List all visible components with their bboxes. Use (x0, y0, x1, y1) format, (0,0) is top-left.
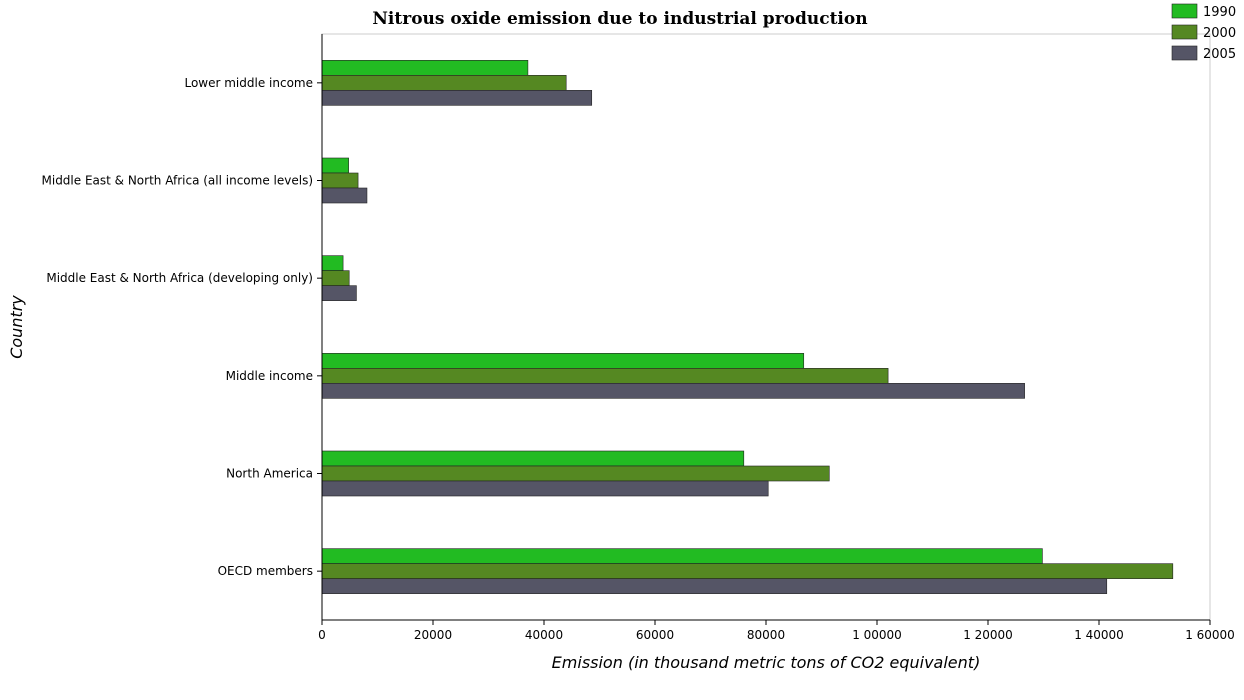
x-axis: 0 20000 40000 60000 80000 1 00000 1 20000 1 400… (318, 619, 1235, 642)
bar-1990 (321, 157, 349, 174)
bar-1990 (321, 353, 805, 369)
y-tick-label: OECD members (218, 564, 313, 578)
bar-2000 (321, 368, 889, 384)
y-axis: Lower middle income Middle East & North A… (42, 34, 323, 620)
bar-2000 (321, 563, 1174, 579)
y-tick-label: Middle income (226, 369, 313, 383)
x-tick-label: 40000 (525, 628, 563, 642)
bar-2005 (321, 187, 368, 204)
bar-1990 (321, 450, 745, 467)
x-tick-label: 1 00000 (852, 628, 902, 642)
legend: 1990 2000 2005 (1171, 3, 1236, 62)
bar-2005 (321, 90, 593, 106)
y-tick-label: North America (226, 467, 313, 481)
bars-group (321, 60, 1174, 594)
x-tick-label: 60000 (636, 628, 674, 642)
x-tick-label: 1 20000 (963, 628, 1013, 642)
bar-2005 (321, 578, 1108, 594)
bar-1990 (321, 60, 529, 76)
chart-title: Nitrous oxide emission due to industrial… (372, 9, 867, 29)
bar-2005 (321, 383, 1025, 399)
bar-1990 (321, 255, 344, 271)
bar-2005 (321, 480, 769, 497)
y-tick-label: Middle East & North Africa (all income l… (42, 174, 314, 188)
x-tick-label: 1 40000 (1074, 628, 1124, 642)
bar-2000 (321, 270, 350, 286)
y-tick-label: Lower middle income (184, 76, 313, 90)
legend-swatch-1990 (1171, 3, 1198, 19)
x-tick-label: 0 (318, 628, 326, 642)
x-tick-label: 1 60000 (1185, 628, 1235, 642)
x-axis-label: Emission (in thousand metric tons of CO2… (552, 653, 981, 672)
bar-1990 (321, 548, 1043, 564)
legend-swatch-2005 (1171, 45, 1198, 61)
legend-swatch-2000 (1171, 24, 1198, 40)
legend-label-2000: 2000 (1203, 26, 1236, 41)
legend-label-1990: 1990 (1203, 5, 1236, 20)
bar-2000 (321, 75, 567, 91)
legend-label-2005: 2005 (1203, 47, 1236, 62)
bar-2000 (321, 172, 359, 189)
bar-2005 (321, 285, 357, 301)
y-axis-label: Country (7, 295, 26, 359)
x-tick-label: 80000 (747, 628, 785, 642)
bar-2000 (321, 465, 830, 482)
y-tick-label: Middle East & North Africa (developing o… (46, 271, 313, 285)
x-tick-label: 20000 (414, 628, 452, 642)
plot-frame (321, 33, 1211, 621)
